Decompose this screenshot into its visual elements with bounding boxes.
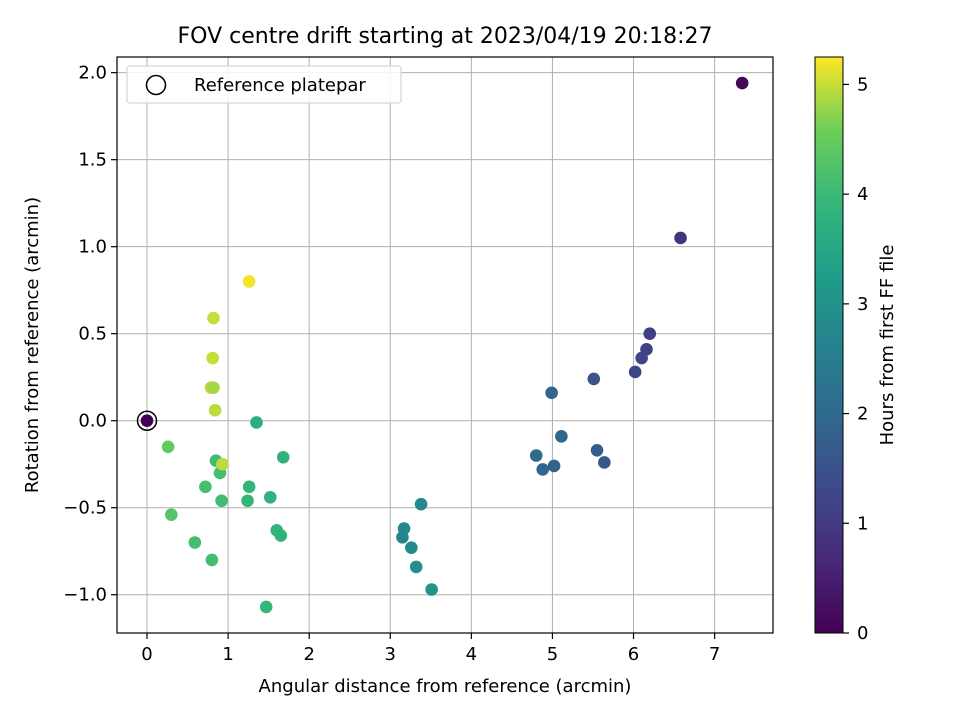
y-tick-label: −0.5 xyxy=(63,498,107,519)
data-point xyxy=(587,372,601,386)
y-tick-label: 1.5 xyxy=(78,150,107,171)
data-point xyxy=(635,351,648,365)
chart-title: FOV centre drift starting at 2023/04/19 … xyxy=(178,24,713,49)
colorbar-label: Hours from first FF file xyxy=(877,245,898,446)
colorbar-ticks: 0 1 2 3 4 5 xyxy=(843,74,868,644)
data-points xyxy=(136,76,749,614)
data-point xyxy=(207,311,220,325)
x-tick-label: 6 xyxy=(628,644,639,665)
data-point xyxy=(555,430,568,443)
data-point xyxy=(405,541,418,555)
data-point xyxy=(409,560,423,574)
y-tick-label: 1.0 xyxy=(78,237,107,258)
data-point xyxy=(241,494,254,508)
y-tick-label: 2.0 xyxy=(78,63,107,84)
colorbar-gradient xyxy=(814,56,844,634)
x-tick-label: 5 xyxy=(547,644,558,665)
data-point xyxy=(216,457,229,471)
y-axis-label: Rotation from reference (arcmin) xyxy=(22,197,43,493)
plot-frame xyxy=(116,56,774,634)
x-axis-label: Angular distance from reference (arcmin) xyxy=(259,676,632,697)
y-tick-label: 0.0 xyxy=(78,411,107,432)
data-point xyxy=(536,463,550,476)
data-point xyxy=(206,351,219,365)
data-point xyxy=(590,443,604,457)
colorbar-tick-label: 3 xyxy=(857,294,868,315)
data-point xyxy=(208,403,222,417)
data-point xyxy=(545,386,558,400)
colorbar: 0 1 2 3 4 5 Hours from first FF file xyxy=(814,56,898,644)
data-point xyxy=(199,480,212,494)
y-tick-label: 0.5 xyxy=(78,324,107,345)
data-point xyxy=(529,449,543,462)
data-point xyxy=(188,536,202,549)
colorbar-tick-label: 0 xyxy=(857,623,868,644)
x-tick-label: 3 xyxy=(385,644,396,665)
data-point xyxy=(215,494,228,508)
colorbar-tick-label: 2 xyxy=(857,404,868,425)
reference-platepar-marker xyxy=(136,410,158,431)
data-point xyxy=(242,275,256,288)
data-point xyxy=(207,381,220,394)
data-point xyxy=(598,456,611,469)
y-axis: −1.0 −0.5 0.0 0.5 1.0 1.5 2.0 xyxy=(63,63,117,606)
data-point xyxy=(274,529,288,542)
x-tick-label: 2 xyxy=(303,644,314,665)
data-point xyxy=(161,440,175,454)
legend: Reference platepar xyxy=(126,65,402,104)
data-point xyxy=(250,416,263,429)
y-tick-label: −1.0 xyxy=(63,585,107,606)
legend-box xyxy=(126,65,402,104)
x-tick-label: 4 xyxy=(466,644,477,665)
x-tick-label: 7 xyxy=(709,644,720,665)
grid xyxy=(117,57,773,633)
data-point xyxy=(140,414,154,427)
colorbar-tick-label: 5 xyxy=(857,74,868,95)
legend-reference-marker xyxy=(145,74,167,96)
data-point xyxy=(396,530,409,544)
data-point xyxy=(628,365,642,379)
data-point xyxy=(205,553,219,567)
data-point xyxy=(165,508,178,521)
data-point xyxy=(263,490,277,504)
x-tick-label: 1 xyxy=(222,644,233,665)
x-axis: 0 1 2 3 4 5 6 7 xyxy=(141,633,720,665)
data-point xyxy=(414,497,428,511)
legend-reference-label: Reference platepar xyxy=(194,75,366,96)
data-point xyxy=(276,450,290,464)
data-point xyxy=(674,231,687,245)
data-point xyxy=(643,327,657,340)
data-point xyxy=(242,480,256,494)
colorbar-tick-label: 4 xyxy=(857,184,868,205)
data-point xyxy=(735,76,749,90)
data-point xyxy=(547,459,561,473)
data-point xyxy=(259,600,273,614)
x-tick-label: 0 xyxy=(141,644,152,665)
data-point xyxy=(425,583,438,596)
colorbar-tick-label: 1 xyxy=(857,513,868,534)
